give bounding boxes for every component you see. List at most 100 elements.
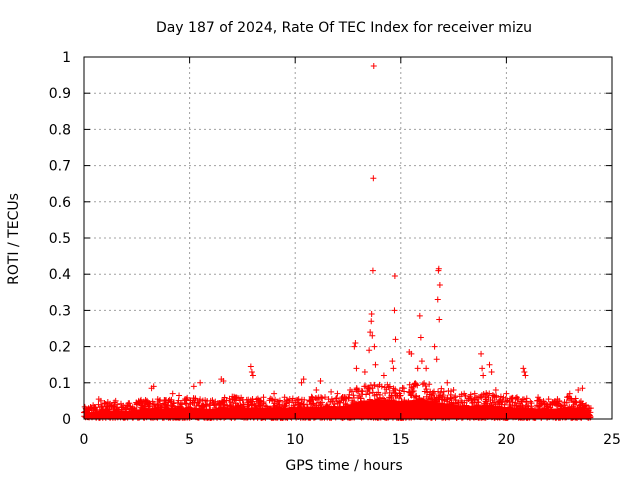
grid-lines — [84, 57, 612, 419]
baseline-point — [366, 390, 373, 397]
baseline-point — [301, 396, 308, 403]
baseline-point — [413, 381, 420, 388]
data-point — [545, 396, 552, 403]
data-point — [369, 332, 376, 339]
baseline-point — [300, 401, 307, 408]
baseline-point — [183, 400, 190, 407]
data-point — [486, 361, 493, 368]
baseline-point — [95, 401, 102, 408]
data-point — [391, 307, 398, 314]
baseline-point — [493, 394, 500, 401]
data-point — [392, 336, 399, 343]
baseline-point — [170, 400, 177, 407]
x-tick-label: 20 — [497, 432, 515, 448]
baseline-point — [207, 401, 214, 408]
data-point — [416, 312, 423, 319]
baseline-point — [306, 397, 313, 404]
baseline-point — [363, 391, 370, 398]
data-point — [480, 372, 487, 379]
baseline-point — [335, 398, 342, 405]
baseline-point — [497, 393, 504, 400]
x-tick-label: 0 — [80, 432, 89, 448]
baseline-band — [84, 399, 591, 419]
chart-title: Day 187 of 2024, Rate Of TEC Index for r… — [156, 20, 532, 36]
baseline-point — [245, 396, 252, 403]
data-point — [91, 405, 98, 412]
baseline-point — [223, 397, 230, 404]
baseline-point — [440, 392, 447, 399]
data-point — [522, 372, 529, 379]
baseline-point — [229, 399, 236, 406]
baseline-point — [318, 394, 325, 401]
baseline-point — [220, 402, 227, 409]
baseline-point — [369, 389, 376, 396]
baseline-point — [512, 399, 519, 406]
baseline-point — [429, 389, 436, 396]
data-point — [260, 394, 267, 401]
baseline-point — [438, 385, 445, 392]
data-point — [368, 311, 375, 318]
data-point — [361, 368, 368, 375]
y-tick-label: 0.9 — [49, 86, 71, 102]
data-point — [418, 358, 425, 365]
data-point — [351, 343, 358, 350]
baseline-point — [350, 392, 357, 399]
baseline-point — [212, 398, 219, 405]
plot-frame — [83, 56, 613, 420]
y-tick-label: 0 — [62, 412, 71, 428]
data-point — [133, 401, 140, 408]
data-point — [423, 365, 430, 372]
baseline-point — [192, 395, 199, 402]
data-point — [370, 175, 377, 182]
data-point — [433, 356, 440, 363]
data-point — [197, 379, 204, 386]
data-point — [488, 368, 495, 375]
baseline-point — [179, 401, 186, 408]
baseline-point — [377, 391, 384, 398]
data-point — [207, 397, 214, 404]
baseline-point — [486, 390, 493, 397]
data-point — [436, 282, 443, 289]
baseline-point — [572, 395, 579, 402]
baseline-point — [359, 388, 366, 395]
baseline-point — [378, 383, 385, 390]
x-tick-labels: 0 5 10 15 20 25 — [80, 432, 621, 448]
baseline-point — [444, 396, 451, 403]
x-axis-label: GPS time / hours — [285, 458, 402, 474]
data-point — [370, 63, 377, 70]
data-point — [566, 390, 573, 397]
baseline-point — [508, 395, 515, 402]
baseline-point — [337, 399, 344, 406]
baseline-point — [451, 394, 458, 401]
data-point — [435, 265, 442, 272]
baseline-point — [155, 401, 162, 408]
x-tick-label: 15 — [392, 432, 410, 448]
baseline-point — [422, 383, 429, 390]
baseline-point — [447, 388, 454, 395]
data-point — [112, 397, 119, 404]
baseline-point — [332, 395, 339, 402]
data-point — [317, 377, 324, 384]
baseline-point — [458, 391, 465, 398]
baseline-point — [441, 397, 448, 404]
baseline-point — [426, 381, 433, 388]
baseline-point — [345, 394, 352, 401]
data-point — [389, 358, 396, 365]
data-point — [414, 365, 421, 372]
data-point — [521, 368, 528, 375]
data-point — [431, 343, 438, 350]
data-point — [434, 296, 441, 303]
data-point — [371, 343, 378, 350]
baseline-point — [436, 392, 443, 399]
baseline-point — [101, 399, 108, 406]
x-tick-label: 25 — [603, 432, 621, 448]
baseline-point — [200, 402, 207, 409]
baseline-point — [528, 400, 535, 407]
y-tick-label: 0.4 — [49, 267, 71, 283]
data-point — [579, 385, 586, 392]
data-points — [81, 63, 594, 421]
baseline-point — [396, 387, 403, 394]
data-point — [479, 365, 486, 372]
x-tick-label: 10 — [286, 432, 304, 448]
baseline-point — [421, 380, 428, 387]
